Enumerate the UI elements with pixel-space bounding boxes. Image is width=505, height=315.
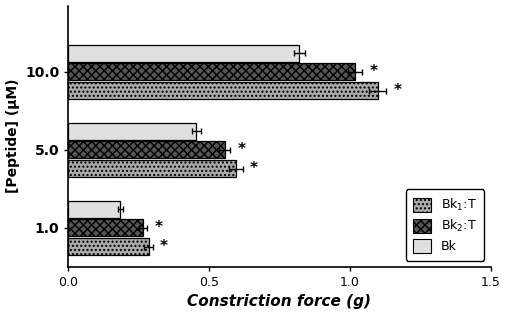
Bar <box>68 123 196 140</box>
Bar <box>68 63 355 80</box>
X-axis label: Constriction force (g): Constriction force (g) <box>187 295 371 309</box>
Bar <box>68 238 148 255</box>
Legend: Bk$_1$:T, Bk$_2$:T, Bk: Bk$_1$:T, Bk$_2$:T, Bk <box>405 189 483 261</box>
Bar <box>68 201 120 218</box>
Y-axis label: [Peptide] (μM): [Peptide] (μM) <box>6 79 20 193</box>
Bar <box>68 141 224 158</box>
Text: *: * <box>249 161 258 176</box>
Bar <box>68 160 235 177</box>
Text: *: * <box>393 83 400 98</box>
Text: *: * <box>237 142 245 158</box>
Text: *: * <box>369 64 377 79</box>
Bar <box>68 45 298 61</box>
Bar <box>68 82 377 99</box>
Text: *: * <box>160 239 168 254</box>
Text: *: * <box>154 220 162 235</box>
Bar <box>68 220 143 236</box>
